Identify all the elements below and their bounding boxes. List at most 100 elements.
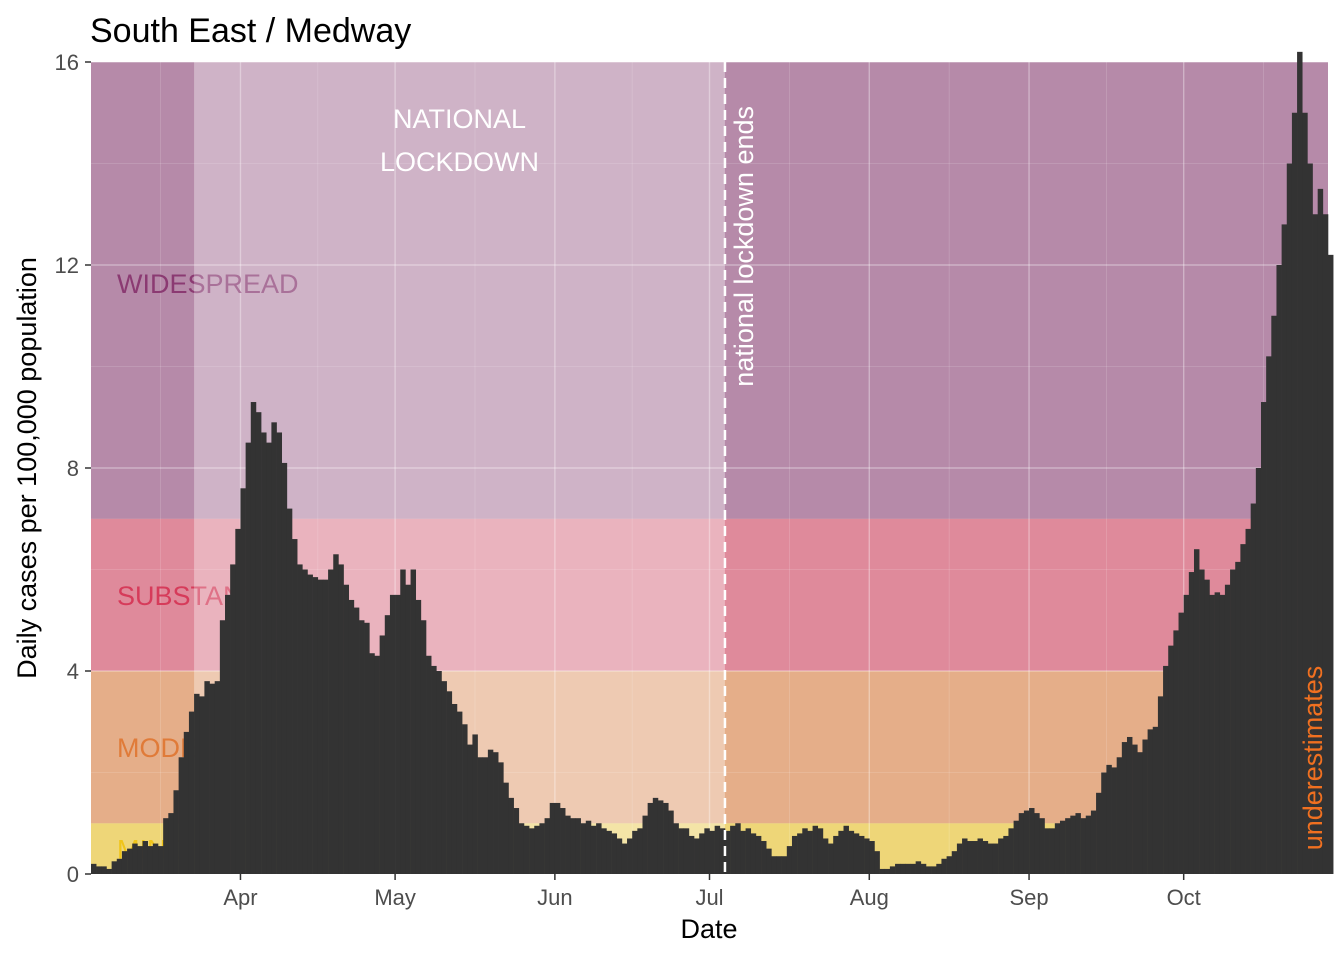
bar — [250, 402, 257, 874]
bar — [745, 828, 752, 874]
bar — [523, 825, 530, 874]
bar — [467, 744, 473, 874]
bar — [359, 620, 365, 874]
bar — [194, 693, 200, 874]
bar — [910, 863, 916, 874]
bar — [853, 833, 860, 874]
bar — [431, 665, 437, 874]
bar — [292, 539, 298, 874]
bar — [127, 848, 133, 874]
bar — [905, 863, 911, 874]
bar — [1250, 503, 1257, 874]
x-tick-label: Jun — [537, 885, 572, 910]
bar — [812, 825, 819, 874]
bar — [585, 820, 592, 874]
bar — [163, 818, 169, 874]
bars — [91, 51, 1334, 875]
bar — [1132, 744, 1138, 874]
bar — [714, 825, 721, 874]
bar — [395, 594, 401, 874]
bar — [1003, 835, 1009, 874]
bar — [554, 802, 561, 874]
bar — [740, 830, 746, 874]
bar — [204, 681, 210, 874]
bar — [493, 752, 499, 874]
y-axis-title: Daily cases per 100,000 population — [12, 257, 42, 679]
bar — [688, 835, 695, 874]
bar — [1281, 224, 1288, 874]
bar — [482, 757, 489, 874]
bar — [271, 422, 277, 874]
bar — [549, 802, 556, 874]
bar — [168, 813, 174, 874]
bar — [518, 823, 525, 874]
bar — [1286, 163, 1293, 874]
bar — [807, 830, 813, 874]
bar — [1018, 813, 1025, 874]
bar — [590, 825, 597, 874]
bar — [781, 856, 788, 874]
bar — [797, 833, 803, 874]
lockdown-label-line1: NATIONAL — [393, 104, 526, 134]
bar — [1008, 828, 1014, 874]
bar — [962, 838, 968, 874]
y-tick-label: 12 — [55, 253, 79, 278]
bar — [1307, 163, 1313, 874]
bar — [1235, 561, 1241, 874]
bar — [214, 681, 221, 874]
bar — [791, 835, 798, 874]
bar — [874, 851, 880, 874]
x-tick-label: Oct — [1167, 885, 1201, 910]
bar — [369, 653, 375, 874]
bar — [621, 843, 628, 874]
bar — [415, 599, 422, 874]
bar — [1070, 815, 1076, 874]
bar — [1230, 569, 1236, 874]
bar — [178, 757, 185, 874]
bar — [920, 863, 927, 874]
bar — [1080, 818, 1087, 874]
bar — [384, 615, 391, 874]
bar — [1214, 592, 1221, 874]
bar — [106, 868, 112, 874]
bar — [374, 655, 380, 874]
bar — [1065, 818, 1071, 874]
bar — [694, 838, 700, 874]
bar — [637, 828, 643, 874]
bar — [828, 843, 834, 874]
bar — [534, 825, 540, 874]
bar — [761, 841, 767, 874]
bar — [766, 848, 772, 874]
bar — [487, 749, 494, 874]
bar — [786, 846, 793, 874]
bar — [956, 843, 963, 874]
bar — [91, 863, 97, 874]
bar — [158, 846, 164, 874]
bar — [719, 828, 726, 874]
bar — [663, 802, 669, 874]
bar — [1075, 813, 1081, 874]
bar — [967, 841, 973, 874]
bar — [1245, 528, 1251, 874]
bar — [266, 442, 272, 874]
bar — [498, 762, 504, 874]
bar — [987, 843, 994, 874]
bar — [951, 851, 958, 874]
bar — [1111, 767, 1117, 874]
chart-title: South East / Medway — [90, 12, 411, 50]
bar — [1101, 772, 1107, 874]
bar — [261, 432, 267, 874]
bar — [353, 607, 360, 874]
bar — [152, 843, 159, 874]
bar — [1276, 265, 1282, 874]
bar — [750, 833, 757, 874]
bar — [941, 858, 947, 874]
band-label-text-faded: WIDESPREAD — [117, 269, 299, 299]
bar — [400, 569, 406, 874]
bar — [1255, 468, 1262, 874]
bar — [317, 579, 324, 874]
bar — [462, 724, 468, 874]
band-label-text: SUBSTANTIAL — [117, 581, 300, 611]
bar — [446, 691, 453, 874]
